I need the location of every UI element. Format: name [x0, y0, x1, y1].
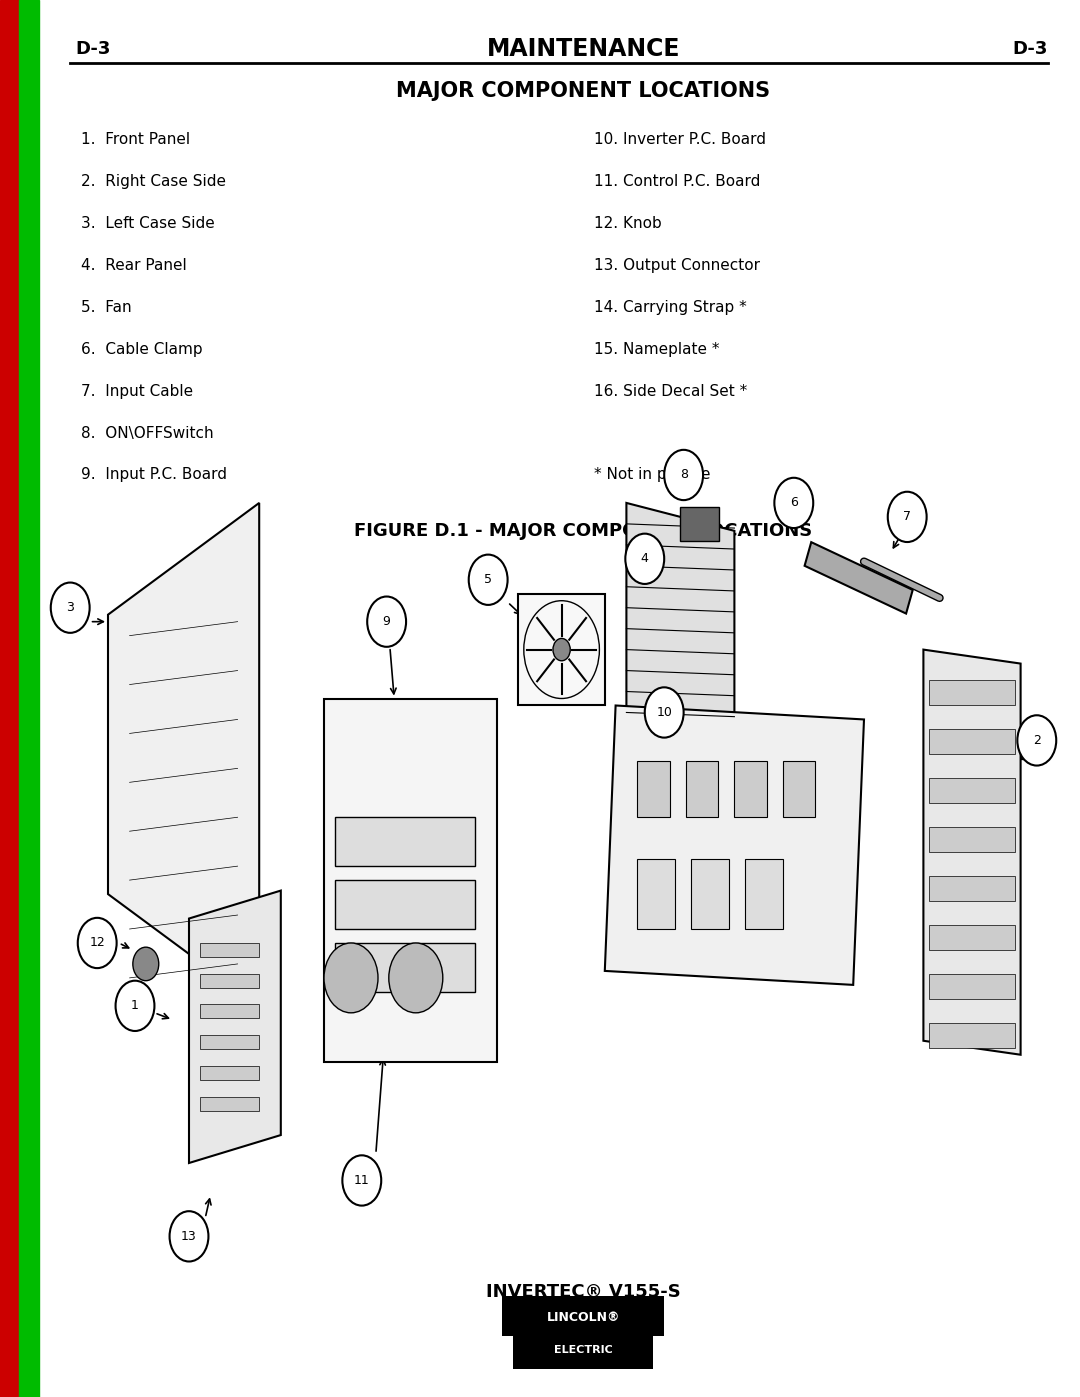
- Text: 6: 6: [789, 496, 798, 510]
- Text: 5.  Fan: 5. Fan: [81, 300, 132, 314]
- Text: * Not in picture: * Not in picture: [594, 468, 711, 482]
- Text: 11. Control P.C. Board: 11. Control P.C. Board: [594, 175, 760, 189]
- Polygon shape: [923, 650, 1021, 1055]
- Text: 1: 1: [131, 999, 139, 1013]
- Circle shape: [342, 1155, 381, 1206]
- Text: 2: 2: [1032, 733, 1041, 747]
- Circle shape: [324, 943, 378, 1013]
- Polygon shape: [605, 705, 864, 985]
- Circle shape: [367, 597, 406, 647]
- Text: Return to Section TOC: Return to Section TOC: [5, 571, 14, 686]
- Bar: [324, 698, 497, 1062]
- Bar: [734, 761, 767, 817]
- Text: 16. Side Decal Set *: 16. Side Decal Set *: [594, 384, 747, 398]
- Bar: [200, 1035, 259, 1049]
- Text: 6.  Cable Clamp: 6. Cable Clamp: [81, 342, 203, 356]
- Bar: [200, 1066, 259, 1080]
- Text: 10. Inverter P.C. Board: 10. Inverter P.C. Board: [594, 133, 766, 147]
- FancyBboxPatch shape: [502, 1296, 664, 1336]
- Text: 9: 9: [382, 615, 391, 629]
- FancyBboxPatch shape: [513, 1333, 653, 1369]
- Circle shape: [664, 450, 703, 500]
- Text: Return to Master TOC: Return to Master TOC: [25, 196, 33, 307]
- Bar: [929, 925, 1015, 950]
- Text: 2.  Right Case Side: 2. Right Case Side: [81, 175, 226, 189]
- Bar: [929, 876, 1015, 901]
- Bar: [929, 729, 1015, 754]
- Text: 3: 3: [66, 601, 75, 615]
- Bar: [200, 1097, 259, 1111]
- Bar: [335, 880, 475, 929]
- Text: D-3: D-3: [76, 41, 111, 57]
- Text: 13. Output Connector: 13. Output Connector: [594, 258, 760, 272]
- Text: 4.  Rear Panel: 4. Rear Panel: [81, 258, 187, 272]
- Bar: [335, 943, 475, 992]
- Text: 10: 10: [657, 705, 672, 719]
- Bar: [929, 974, 1015, 999]
- Bar: [0, 0, 19, 1397]
- Text: ELECTRIC: ELECTRIC: [554, 1344, 612, 1355]
- Circle shape: [625, 534, 664, 584]
- Bar: [335, 817, 475, 866]
- Bar: [200, 1004, 259, 1018]
- Text: 3.  Left Case Side: 3. Left Case Side: [81, 217, 215, 231]
- Bar: [680, 507, 719, 541]
- Text: 5: 5: [484, 573, 492, 587]
- Polygon shape: [626, 503, 734, 754]
- Text: INVERTEC® V155-S: INVERTEC® V155-S: [486, 1284, 680, 1301]
- Text: 15. Nameplate *: 15. Nameplate *: [594, 342, 719, 356]
- Text: 1.  Front Panel: 1. Front Panel: [81, 133, 190, 147]
- Bar: [929, 778, 1015, 803]
- Circle shape: [774, 478, 813, 528]
- Text: D-3: D-3: [1012, 41, 1048, 57]
- Bar: [518, 594, 605, 705]
- Text: 13: 13: [181, 1229, 197, 1243]
- Bar: [686, 761, 718, 817]
- Bar: [637, 761, 670, 817]
- Circle shape: [170, 1211, 208, 1261]
- Text: 7: 7: [903, 510, 912, 524]
- Text: 8: 8: [679, 468, 688, 482]
- Bar: [805, 542, 913, 613]
- Text: Return to Master TOC: Return to Master TOC: [25, 573, 33, 685]
- Polygon shape: [108, 503, 259, 1006]
- Bar: [200, 974, 259, 988]
- Bar: [929, 827, 1015, 852]
- Text: LINCOLN®: LINCOLN®: [546, 1310, 620, 1324]
- Text: MAJOR COMPONENT LOCATIONS: MAJOR COMPONENT LOCATIONS: [396, 81, 770, 101]
- Bar: [19, 0, 39, 1397]
- Text: 12. Knob: 12. Knob: [594, 217, 662, 231]
- Text: 4: 4: [640, 552, 649, 566]
- Circle shape: [888, 492, 927, 542]
- Bar: [929, 680, 1015, 705]
- Circle shape: [116, 981, 154, 1031]
- Circle shape: [645, 687, 684, 738]
- Circle shape: [389, 943, 443, 1013]
- Bar: [745, 859, 783, 929]
- Circle shape: [78, 918, 117, 968]
- Text: 11: 11: [354, 1173, 369, 1187]
- Bar: [637, 859, 675, 929]
- Text: Return to Section TOC: Return to Section TOC: [5, 194, 14, 309]
- Circle shape: [469, 555, 508, 605]
- Polygon shape: [189, 891, 281, 1162]
- Text: 7.  Input Cable: 7. Input Cable: [81, 384, 193, 398]
- Text: 8.  ON\OFFSwitch: 8. ON\OFFSwitch: [81, 426, 214, 440]
- Bar: [200, 943, 259, 957]
- Text: 14. Carrying Strap *: 14. Carrying Strap *: [594, 300, 746, 314]
- Bar: [929, 1023, 1015, 1048]
- Circle shape: [553, 638, 570, 661]
- Text: MAINTENANCE: MAINTENANCE: [486, 36, 680, 61]
- Circle shape: [51, 583, 90, 633]
- Circle shape: [1017, 715, 1056, 766]
- Text: 9.  Input P.C. Board: 9. Input P.C. Board: [81, 468, 227, 482]
- Text: Return to Master TOC: Return to Master TOC: [25, 950, 33, 1062]
- Circle shape: [133, 947, 159, 981]
- Text: FIGURE D.1 - MAJOR COMPONENT LOCATIONS: FIGURE D.1 - MAJOR COMPONENT LOCATIONS: [354, 522, 812, 539]
- Text: Return to Section TOC: Return to Section TOC: [5, 949, 14, 1063]
- Bar: [783, 761, 815, 817]
- Bar: [691, 859, 729, 929]
- Text: 12: 12: [90, 936, 105, 950]
